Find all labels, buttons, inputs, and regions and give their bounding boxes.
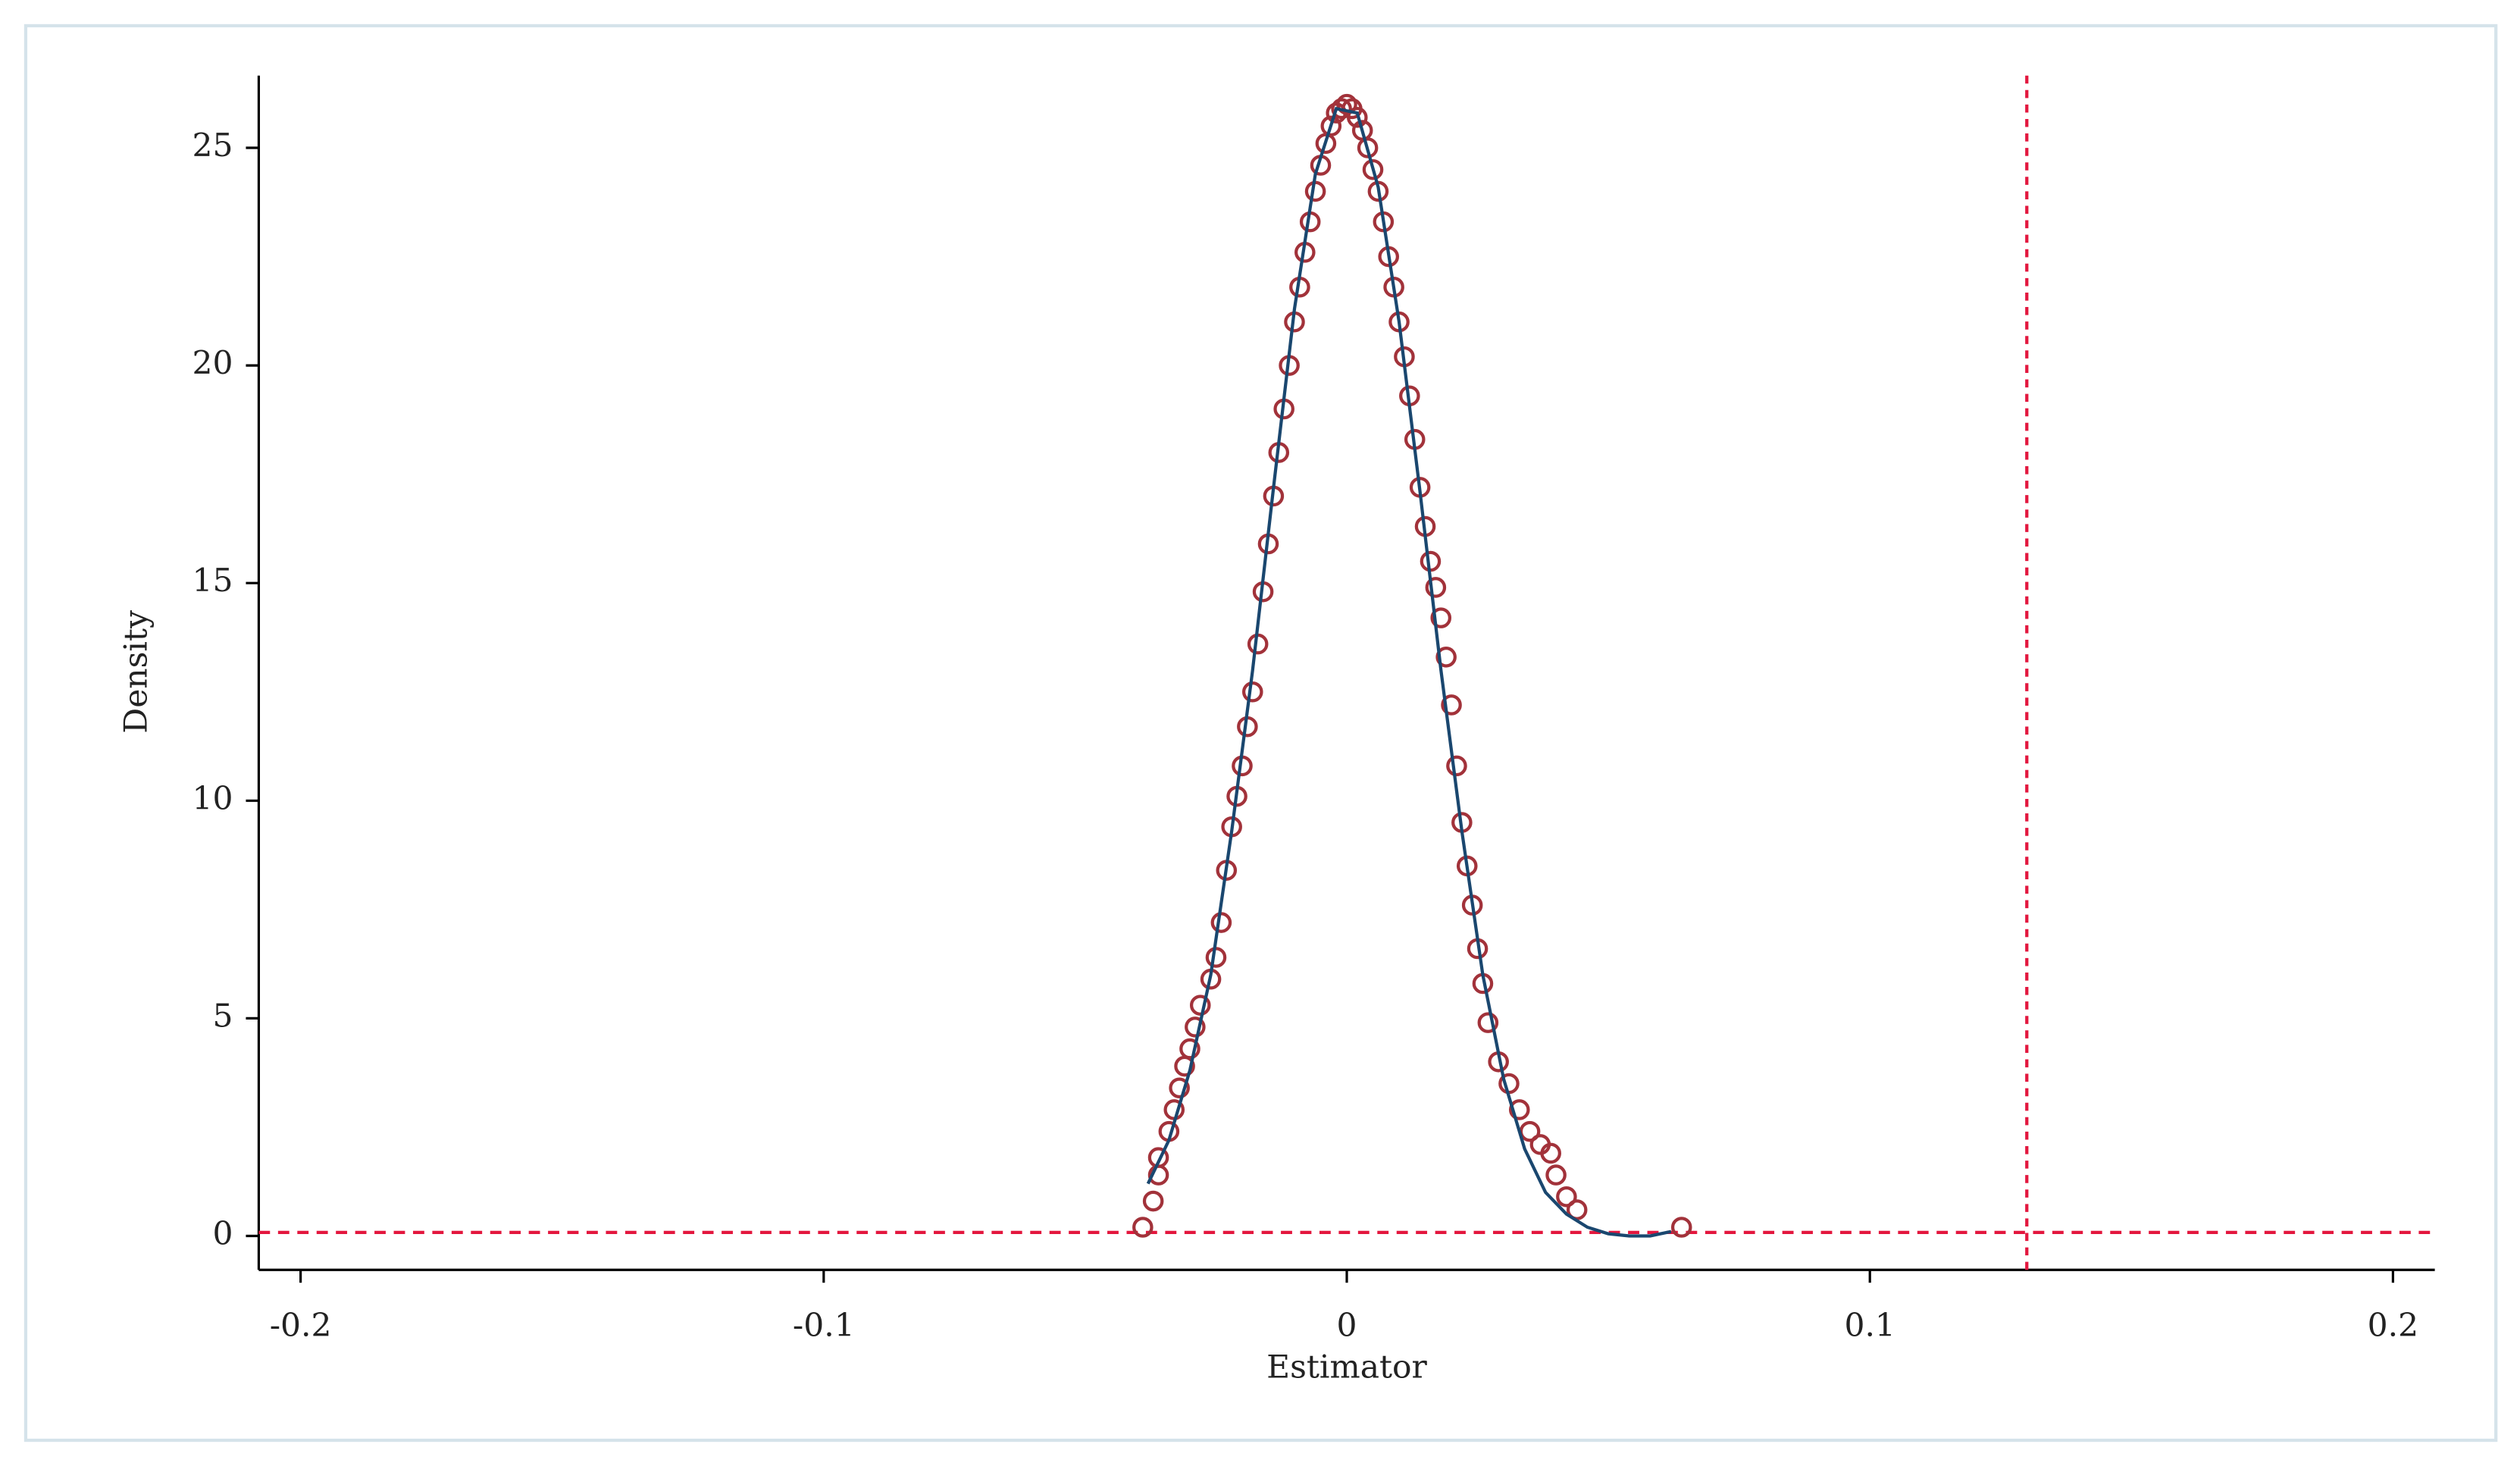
point — [1169, 1077, 1190, 1099]
y-axis-title: Density — [117, 610, 155, 734]
x-tick-label: -0.1 — [793, 1308, 855, 1345]
point — [1556, 1186, 1577, 1208]
point — [1540, 1142, 1561, 1164]
y-tick-label: 0 — [212, 1215, 233, 1252]
x-tick-label: 0 — [1337, 1308, 1357, 1345]
point — [1425, 577, 1447, 598]
y-tick-label: 20 — [193, 345, 233, 382]
y-tick-label: 25 — [193, 127, 233, 164]
point — [1347, 107, 1368, 128]
point — [1185, 1016, 1206, 1038]
y-tick-label: 10 — [193, 780, 233, 817]
point — [1241, 681, 1263, 703]
point — [1508, 1099, 1530, 1120]
point — [1441, 694, 1462, 716]
fit-line — [1146, 106, 1672, 1238]
point — [1477, 1012, 1499, 1033]
frame — [23, 23, 2498, 1443]
point — [1331, 98, 1352, 120]
point — [1147, 1147, 1169, 1168]
point — [1430, 607, 1452, 628]
point — [1357, 137, 1379, 158]
point — [1670, 1217, 1692, 1238]
y-tick-label: 15 — [193, 562, 233, 600]
x-axis-title: Estimator — [1266, 1349, 1427, 1386]
point — [1336, 93, 1357, 115]
x-tick-label: 0.2 — [2368, 1308, 2418, 1345]
point — [1362, 158, 1384, 180]
point — [1132, 1217, 1154, 1238]
x-tick-label: 0.1 — [1844, 1308, 1895, 1345]
point — [1142, 1190, 1164, 1212]
point — [1566, 1199, 1588, 1220]
point — [1435, 647, 1457, 668]
point — [1545, 1164, 1567, 1186]
x-tick-label: -0.2 — [270, 1308, 332, 1345]
point — [1179, 1038, 1201, 1060]
point — [1189, 995, 1211, 1016]
y-tick-label: 5 — [212, 998, 233, 1035]
point — [1446, 755, 1467, 777]
point — [1320, 115, 1342, 137]
